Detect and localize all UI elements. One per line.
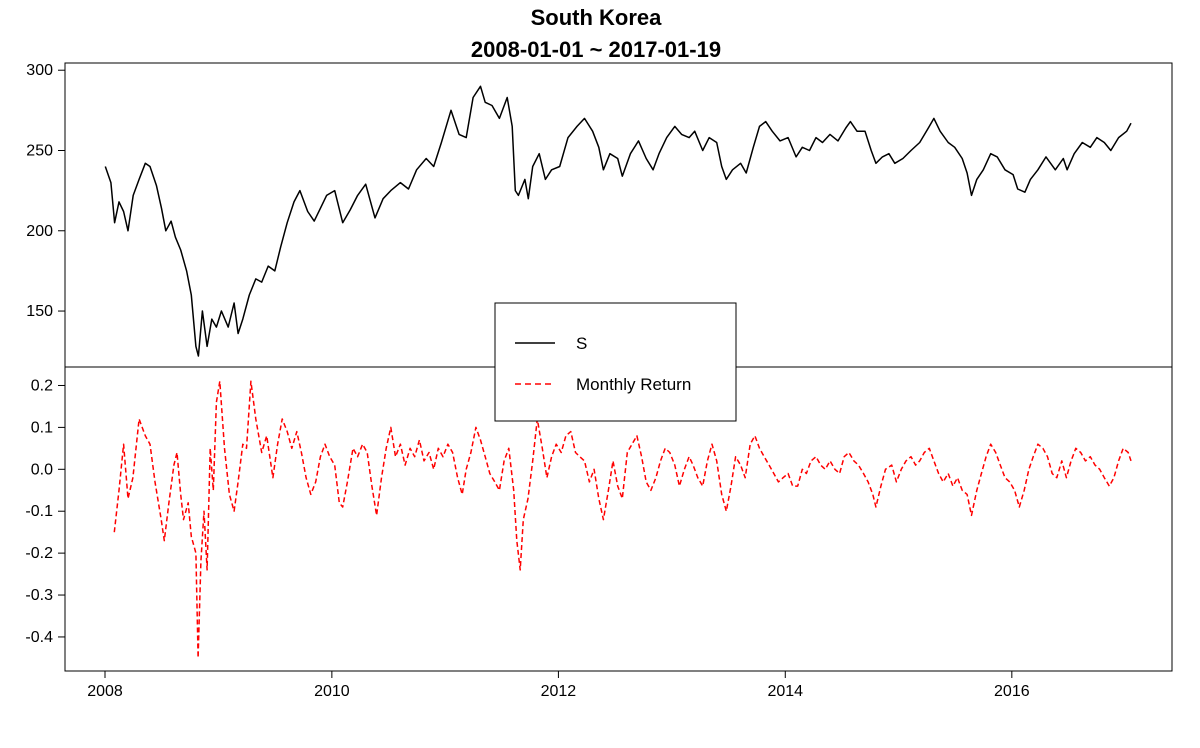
chart-subtitle: 2008-01-01 ~ 2017-01-19	[471, 37, 721, 62]
y-tick-label: 250	[26, 142, 53, 159]
y-tick-label: 200	[26, 223, 53, 240]
plot-layer	[104, 85, 1132, 659]
y-tick-label: -0.4	[25, 629, 53, 646]
y-tick-label: 150	[26, 303, 53, 320]
x-tick-label: 2012	[541, 683, 577, 700]
x-tick-label: 2014	[767, 683, 803, 700]
chart-title: South Korea	[531, 5, 663, 30]
series-line-monthly-return	[113, 380, 1132, 659]
y-tick-label: 0.2	[31, 377, 53, 394]
x-tick-label: 2016	[994, 683, 1030, 700]
legend-label-monthly-return: Monthly Return	[576, 375, 691, 394]
y-tick-label: -0.3	[25, 587, 53, 604]
y-tick-label: 300	[26, 62, 53, 79]
axis-layer: 150 200 250 300 -0.4 -0.3 -0.2 -0.1 0.0 0.1 0.2 200…	[25, 62, 1173, 700]
series-line-s	[104, 85, 1132, 357]
legend-box	[494, 302, 737, 422]
y-tick-label: -0.1	[25, 503, 53, 520]
legend: S Monthly Return	[494, 302, 737, 422]
x-tick-label: 2008	[87, 683, 123, 700]
x-tick-label: 2010	[314, 683, 350, 700]
legend-label-s: S	[576, 334, 587, 353]
y-tick-label: -0.2	[25, 545, 53, 562]
y-tick-label: 0.0	[31, 461, 53, 478]
y-tick-label: 0.1	[31, 419, 53, 436]
